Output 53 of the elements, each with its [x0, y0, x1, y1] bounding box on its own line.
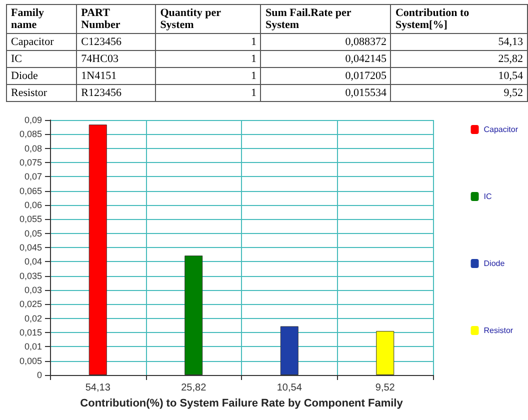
- y-tick-label: 0,075: [19, 158, 42, 168]
- text: 1: [156, 34, 261, 50]
- text: 0,088372: [260, 34, 391, 50]
- text: Resistor: [6, 84, 77, 102]
- text: 0,015534: [260, 84, 391, 102]
- y-tick-label: 0,025: [19, 299, 42, 310]
- y-tick-label: 0: [36, 370, 42, 380]
- text: 25,82: [390, 50, 528, 68]
- y-tick-label: 0,045: [19, 242, 42, 252]
- legend-label: Diode: [484, 259, 506, 268]
- text: R123456: [76, 84, 156, 102]
- text: 0,042145: [260, 50, 391, 68]
- y-tick-label: 0,035: [19, 270, 42, 281]
- y-tick-label: 0,005: [19, 356, 42, 366]
- text: C123456: [76, 34, 156, 50]
- y-tick-label: 0,01: [24, 342, 42, 352]
- y-tick-label: 0,015: [19, 328, 42, 338]
- text: PART Number: [76, 4, 156, 34]
- x-tick-label: 10,54: [276, 382, 302, 394]
- y-tick-label: 0,065: [19, 186, 42, 196]
- text: 0,017205: [260, 68, 391, 84]
- legend-label: Resistor: [484, 326, 514, 335]
- y-tick-label: 0,04: [24, 256, 42, 267]
- y-tick-label: 0,08: [24, 143, 42, 154]
- text: 74HC03: [76, 50, 156, 68]
- x-tick-label: 54,13: [85, 382, 111, 394]
- y-tick-label: 0,07: [24, 172, 42, 182]
- text: 1: [156, 68, 261, 84]
- legend-label: IC: [484, 192, 492, 201]
- y-tick-label: 0,085: [19, 129, 42, 140]
- text: Capacitor: [6, 34, 77, 50]
- text: Contribution to System[%]: [390, 4, 528, 34]
- x-axis-title: Contribution(%) to System Failure Rate by Component Family: [80, 397, 404, 410]
- y-tick-label: 0,03: [24, 285, 42, 295]
- x-tick-label: 9,52: [375, 382, 396, 394]
- text: IC: [6, 50, 77, 68]
- text: Sum Fail.Rate per System: [260, 4, 391, 34]
- text: 10,54: [390, 68, 528, 84]
- text: Diode: [6, 68, 77, 84]
- text: 1N4151: [76, 68, 156, 84]
- text: 9,52: [390, 84, 528, 102]
- text: Family name: [6, 4, 77, 34]
- legend-label: Capacitor: [484, 125, 518, 134]
- text: 1: [156, 84, 261, 102]
- y-tick-label: 0,09: [24, 115, 42, 125]
- text: Quantity per System: [156, 4, 261, 34]
- y-tick-label: 0,05: [24, 228, 42, 238]
- y-tick-label: 0,055: [19, 214, 42, 224]
- text: 54,13: [390, 34, 528, 50]
- x-tick-label: 25,82: [181, 382, 207, 394]
- text: 1: [156, 50, 261, 68]
- y-tick-label: 0,06: [24, 200, 42, 210]
- y-tick-label: 0,02: [24, 313, 42, 324]
